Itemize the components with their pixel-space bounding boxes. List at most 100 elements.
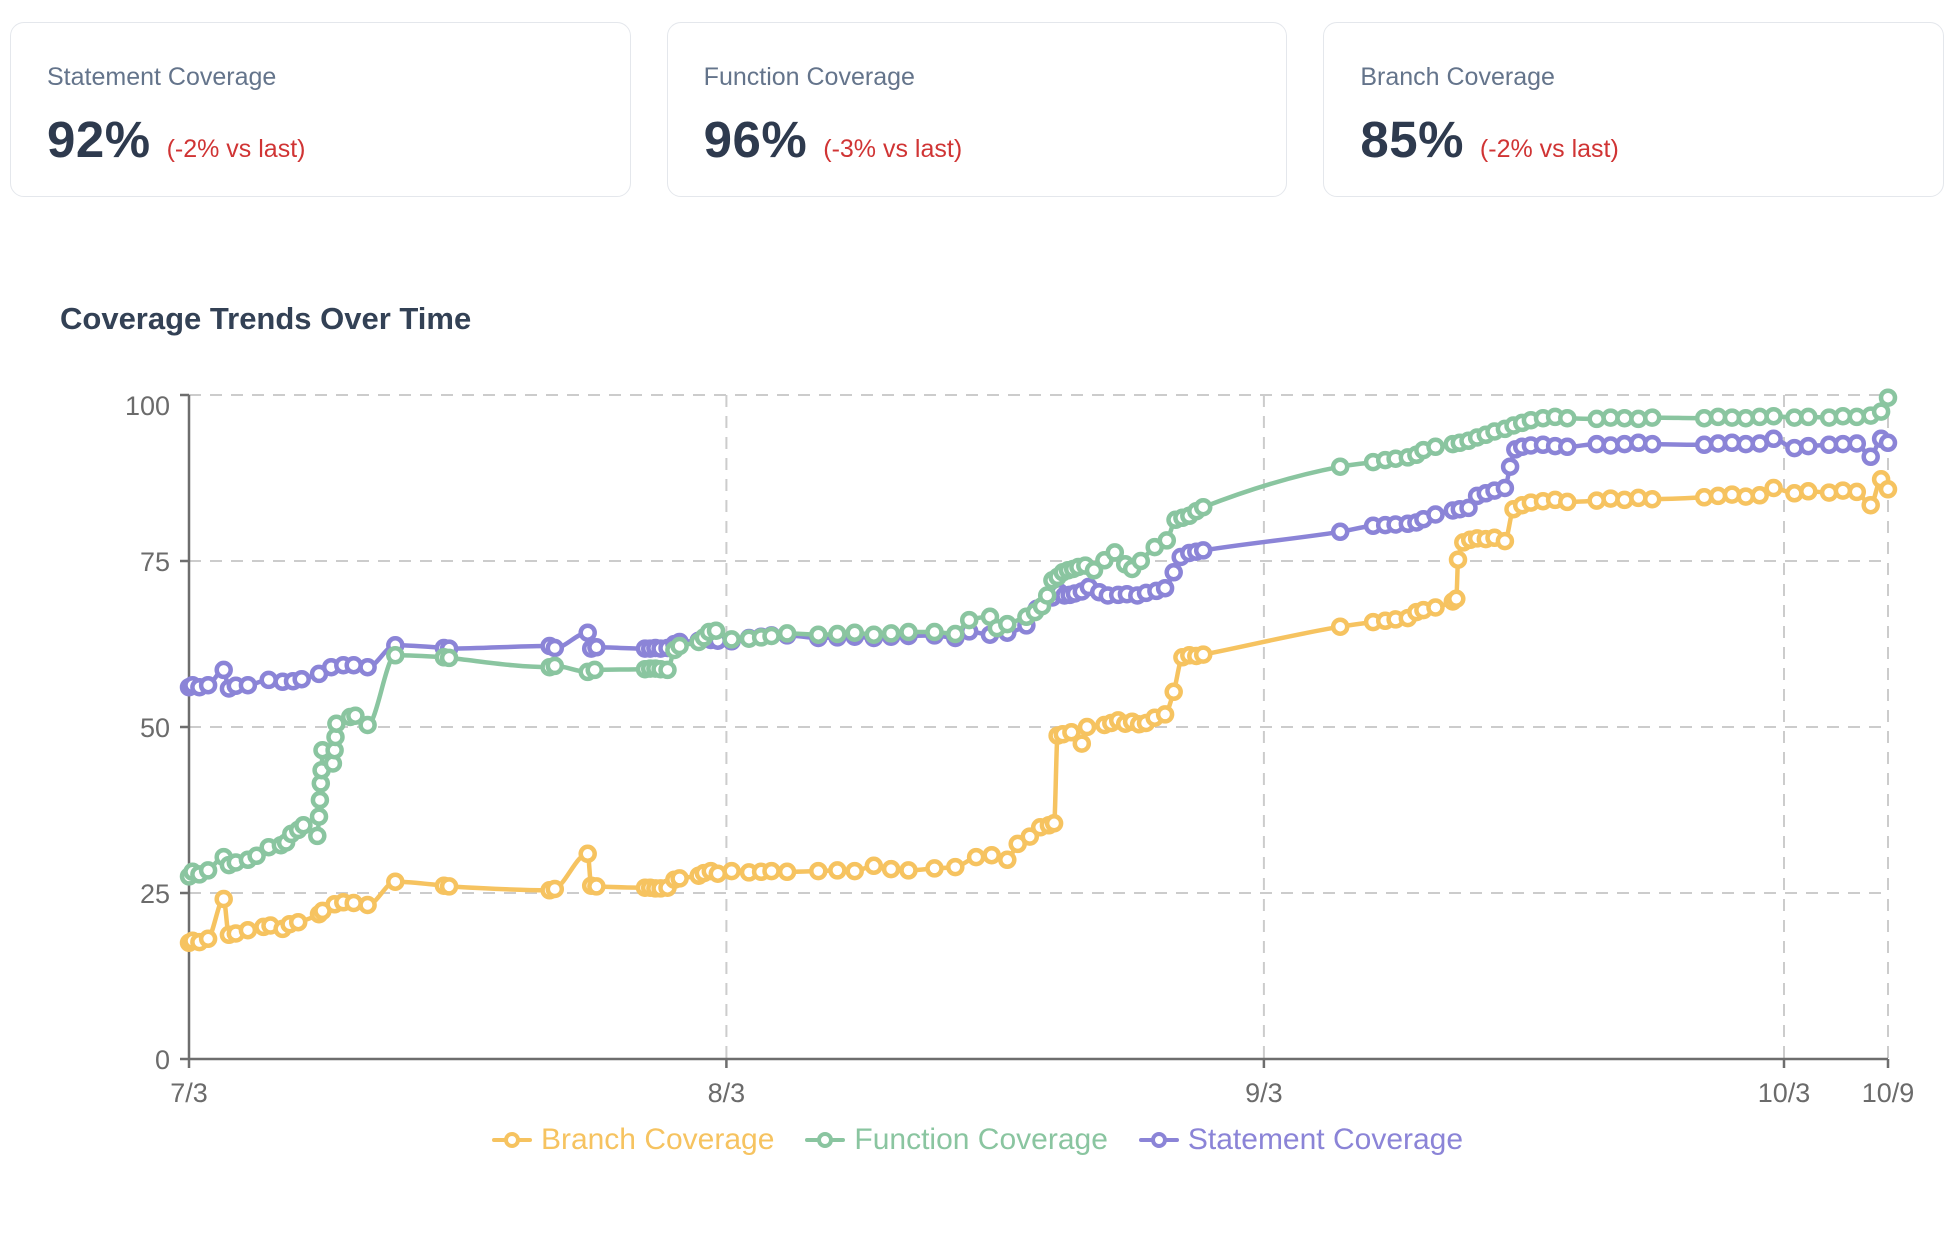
stat-card-title: Function Coverage [703, 63, 915, 91]
data-point [545, 638, 565, 658]
series-line [186, 477, 1891, 946]
data-point [670, 869, 689, 888]
legend-label: Branch Coverage [540, 1123, 775, 1156]
data-point [1072, 734, 1092, 753]
data-point [864, 625, 884, 644]
data-point [247, 846, 266, 866]
data-point [288, 912, 308, 932]
data-point [845, 861, 864, 881]
coverage-trends-chart[interactable]: 0 25 50 75 100 7/3 8/3 9/3 10/3 10/9 [0, 367, 1954, 1107]
chart-title: Coverage Trends Over Time [60, 301, 472, 336]
data-point [998, 614, 1017, 634]
data-point [658, 660, 677, 680]
data-point [578, 844, 597, 864]
data-point [1330, 457, 1350, 476]
data-point [1558, 437, 1577, 457]
y-tick-label: 25 [140, 879, 170, 909]
data-point [982, 845, 1001, 865]
data-point [585, 660, 604, 680]
stat-card-delta: (-2% vs last) [166, 135, 306, 163]
data-point [762, 861, 781, 881]
data-point [358, 715, 377, 735]
data-point [1878, 480, 1898, 499]
series-line [186, 395, 1891, 879]
y-tick-label: 75 [140, 547, 170, 577]
data-point [308, 826, 327, 846]
data-point [1164, 682, 1183, 702]
data-point [1155, 578, 1175, 598]
data-point [198, 675, 218, 695]
data-point [777, 624, 797, 643]
data-point [1044, 814, 1064, 833]
legend-item-statement-coverage[interactable]: Statement Coverage [1138, 1123, 1463, 1157]
data-point [946, 624, 965, 644]
data-point [1847, 482, 1867, 502]
stat-card-title: Branch Coverage [1360, 63, 1555, 91]
data-point [925, 622, 944, 642]
data-point [881, 624, 901, 643]
data-point [1495, 478, 1515, 498]
data-point [1330, 617, 1350, 636]
data-point [587, 877, 606, 896]
data-point [1764, 406, 1783, 426]
data-point [1447, 589, 1466, 609]
data-point [925, 859, 944, 878]
stat-card-branch-coverage: Branch Coverage 85% (-2% vs last) [1323, 22, 1945, 197]
data-point [722, 630, 741, 649]
data-point [899, 622, 918, 642]
data-point [1077, 717, 1097, 737]
data-point [1878, 433, 1898, 453]
data-point [1799, 407, 1818, 427]
data-point [1193, 541, 1213, 560]
data-point [1131, 551, 1151, 571]
data-point [881, 859, 901, 879]
data-point [238, 675, 258, 695]
data-point [214, 660, 233, 680]
stat-card-delta: (-2% vs last) [1479, 135, 1619, 163]
data-point [1871, 402, 1891, 421]
data-point [828, 624, 847, 644]
y-tick-label: 100 [125, 391, 170, 421]
stat-card-value: 85% [1360, 111, 1464, 168]
data-point [1764, 429, 1783, 449]
data-point [1642, 489, 1662, 509]
stat-card-value: 96% [703, 111, 808, 168]
stat-card-delta: (-3% vs last) [823, 135, 963, 163]
data-point [1426, 598, 1445, 617]
legend-line-marker-icon [1138, 1132, 1179, 1148]
data-point [198, 861, 218, 880]
stat-card-function-coverage: Function Coverage 96% (-3% vs last) [666, 22, 1288, 197]
data-point [1155, 705, 1175, 724]
data-point [198, 929, 218, 949]
data-point [722, 861, 741, 881]
data-point [238, 920, 258, 940]
data-point [1764, 478, 1783, 498]
legend-item-branch-coverage[interactable]: Branch Coverage [491, 1123, 774, 1157]
data-point [386, 872, 405, 891]
data-point [828, 861, 847, 880]
chart-legend: Branch Coverage Function Coverage Statemen… [0, 1123, 1954, 1157]
data-point [1157, 531, 1177, 550]
data-point [762, 626, 781, 646]
legend-line-marker-icon [805, 1132, 846, 1148]
y-tick-label: 0 [155, 1045, 170, 1075]
data-point [1500, 457, 1520, 476]
data-point [1448, 550, 1468, 569]
data-point [545, 656, 565, 676]
data-point [310, 790, 330, 810]
data-point [294, 816, 313, 835]
data-point [1193, 645, 1213, 664]
data-point [1861, 495, 1880, 515]
data-point [1330, 522, 1350, 542]
data-point [545, 879, 565, 899]
stat-card-statement-coverage: Statement Coverage 92% (-2% vs last) [10, 22, 631, 197]
data-point [578, 623, 597, 642]
data-point [1105, 543, 1125, 562]
legend-item-function-coverage[interactable]: Function Coverage [804, 1123, 1108, 1157]
data-point [809, 861, 828, 881]
legend-line-marker-icon [491, 1132, 532, 1148]
data-point [899, 861, 918, 880]
data-point [670, 636, 689, 656]
x-tick-label: 10/9 [1862, 1078, 1915, 1107]
data-point [1164, 563, 1183, 582]
